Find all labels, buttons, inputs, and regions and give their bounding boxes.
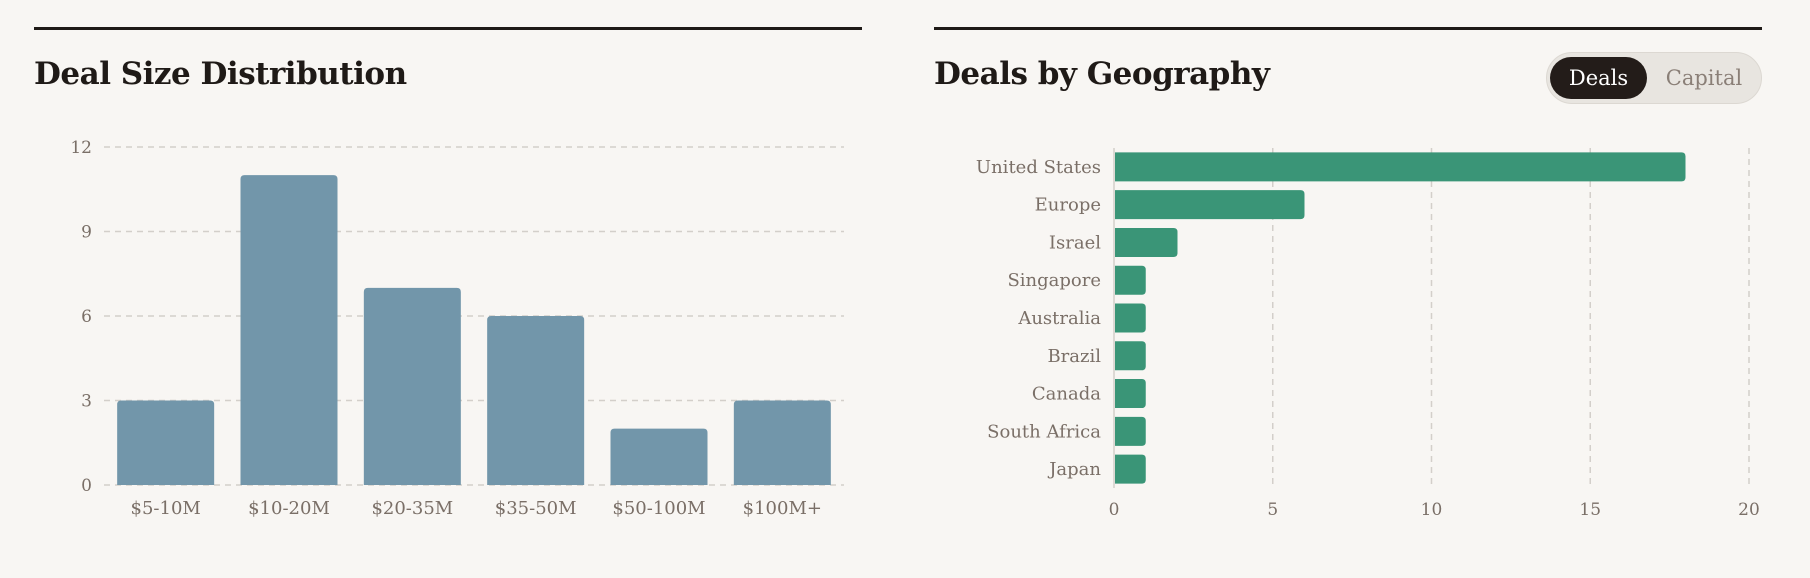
y-tick-label: Europe [1035,195,1101,216]
bar[interactable] [1115,416,1146,446]
deals-toggle-button[interactable]: Deals [1550,57,1647,99]
bar[interactable] [1115,341,1146,371]
x-tick-label: $100M+ [743,498,822,519]
y-tick-label: South Africa [987,421,1101,442]
bar[interactable] [1115,190,1305,220]
y-tick-label: Singapore [1007,270,1101,291]
x-tick-label: $10-20M [248,498,330,519]
capital-toggle-button[interactable]: Capital [1651,57,1757,99]
y-tick-label: Brazil [1047,346,1101,367]
bar[interactable] [117,400,215,486]
bar[interactable] [1115,379,1146,409]
deal-size-chart: 0 3 6 9 12 $5-10M $10-20M $20-35M $35-50M $50-100… [70,138,844,519]
bar[interactable] [1115,303,1146,333]
y-tick-label: 9 [81,223,92,243]
bar[interactable] [487,316,585,485]
bar[interactable] [610,428,708,485]
x-tick-label: 5 [1267,500,1278,520]
y-tick-label: Australia [1017,308,1101,329]
x-tick-label: $5-10M [131,498,201,519]
x-tick-label: $50-100M [612,498,705,519]
deal-size-panel: Deal Size Distribution 0 3 6 9 12 $5-10M $10-2… [34,27,862,547]
y-tick-label: 6 [81,307,92,327]
x-tick-label: 15 [1579,500,1601,520]
x-tick-label: 10 [1421,500,1443,520]
x-tick-label: $20-35M [371,498,453,519]
bar[interactable] [240,175,338,485]
bar[interactable] [1115,227,1178,257]
geography-chart: 0 5 10 15 20 United States Europe Israel Singapo… [976,148,1760,520]
x-tick-label: 0 [1109,500,1120,520]
metric-toggle: Deals Capital [1546,52,1762,104]
x-tick-label: 20 [1738,500,1760,520]
y-tick-label: 12 [70,138,92,158]
bar[interactable] [1115,152,1686,182]
geography-panel: Deals by Geography Deals Capital 0 5 10 15 2… [934,27,1762,547]
bar[interactable] [1115,454,1146,484]
y-tick-label: Israel [1049,232,1101,253]
x-tick-label: $35-50M [495,498,577,519]
y-tick-label: Japan [1047,459,1101,480]
y-tick-label: 3 [81,392,92,412]
bar[interactable] [733,400,831,486]
deal-size-title: Deal Size Distribution [34,56,407,92]
geography-title: Deals by Geography [934,56,1270,92]
y-tick-label: 0 [81,476,92,496]
y-tick-label: Canada [1032,384,1101,405]
bar[interactable] [363,287,461,485]
bar[interactable] [1115,265,1146,295]
y-tick-label: United States [976,157,1101,178]
